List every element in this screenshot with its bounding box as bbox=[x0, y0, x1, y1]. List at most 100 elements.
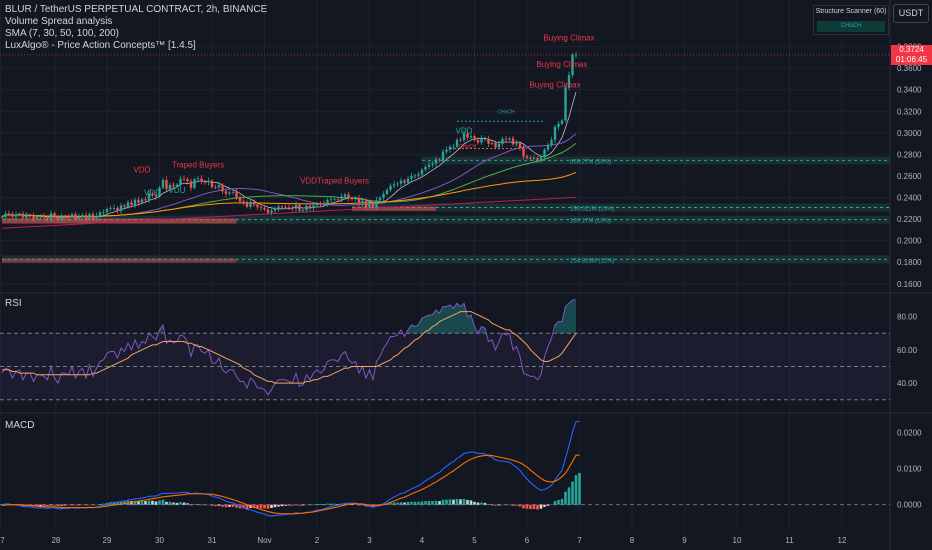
price-axis: 0.38000.36000.34000.32000.30000.28000.26… bbox=[897, 43, 922, 510]
rsi-tick-label: 80.00 bbox=[897, 313, 918, 322]
candle-body bbox=[63, 216, 67, 218]
macd-histogram-bar bbox=[571, 481, 574, 505]
macd-histogram-bar bbox=[217, 504, 221, 506]
macd-histogram-bar bbox=[403, 502, 406, 505]
macd-histogram-bar bbox=[431, 501, 434, 505]
time-tick-label: 8 bbox=[630, 536, 635, 545]
macd-histogram-bar bbox=[539, 504, 543, 509]
candle-body bbox=[343, 194, 347, 197]
macd-histogram-bar bbox=[350, 504, 354, 505]
structure-scanner-title: Structure Scanner (60) bbox=[815, 8, 887, 15]
macd-histogram-bar bbox=[410, 501, 413, 505]
candle-body bbox=[123, 205, 126, 207]
candle-body bbox=[88, 214, 91, 220]
candle-body bbox=[284, 206, 287, 208]
macd-histogram-bar bbox=[235, 504, 238, 508]
macd-histogram-bar bbox=[137, 501, 140, 505]
candle-body bbox=[109, 208, 112, 209]
candle-body bbox=[252, 202, 256, 205]
macd-histogram-bar bbox=[354, 504, 357, 505]
price-tick-label: 0.1800 bbox=[897, 258, 922, 267]
candle-body bbox=[525, 156, 529, 158]
candle-body bbox=[287, 207, 291, 209]
candle-body bbox=[84, 215, 88, 220]
candle-body bbox=[550, 140, 553, 146]
signal-label: VDDTraped Buyers bbox=[300, 177, 369, 186]
macd-histogram-bar bbox=[294, 504, 298, 506]
macd-histogram-bar bbox=[298, 504, 301, 506]
indicator-luxalgo[interactable]: LuxAlgo® - Price Action Concepts™ [1.4.5… bbox=[5, 40, 196, 51]
macd-histogram-bar bbox=[266, 504, 270, 509]
macd-histogram-bar bbox=[480, 502, 483, 505]
candle-body bbox=[431, 163, 434, 165]
currency-button[interactable]: USDT bbox=[893, 4, 929, 23]
macd-histogram-bar bbox=[473, 501, 476, 505]
macd-histogram-bar bbox=[102, 503, 105, 505]
macd-histogram-bar bbox=[56, 504, 60, 507]
candle-body bbox=[476, 139, 480, 143]
candle-body bbox=[469, 136, 473, 138]
candle-body bbox=[340, 196, 343, 200]
macd-histogram-bar bbox=[522, 504, 525, 509]
symbol-title[interactable]: BLUR / TetherUS PERPETUAL CONTRACT, 2h, … bbox=[5, 4, 268, 15]
macd-histogram-bar bbox=[144, 501, 147, 505]
candle-body bbox=[46, 217, 49, 219]
candle-body bbox=[238, 197, 242, 202]
candle-body bbox=[151, 193, 154, 195]
macd-histogram-bar bbox=[287, 504, 291, 506]
candle-body bbox=[546, 145, 550, 150]
candle-body bbox=[168, 184, 172, 190]
candle-body bbox=[396, 183, 399, 185]
macd-histogram-bar bbox=[60, 504, 63, 506]
candle-body bbox=[130, 202, 133, 205]
macd-histogram-bar bbox=[245, 504, 249, 510]
candle-body bbox=[67, 216, 70, 218]
time-tick-label: 7 bbox=[577, 536, 582, 545]
macd-histogram-bar bbox=[193, 503, 196, 505]
macd-histogram-bar bbox=[280, 504, 284, 507]
price-tick-label: 0.2400 bbox=[897, 194, 922, 203]
candle-body bbox=[193, 179, 196, 188]
macd-histogram-bar bbox=[98, 503, 102, 505]
time-tick-label: 12 bbox=[838, 536, 847, 545]
candle-body bbox=[189, 181, 193, 188]
candle-body bbox=[147, 193, 151, 201]
candle-body bbox=[60, 216, 63, 220]
macd-histogram-bar bbox=[112, 501, 116, 505]
countdown: 01:06:45 bbox=[895, 55, 928, 64]
candle-body bbox=[154, 194, 158, 197]
macd-label: MACD bbox=[5, 420, 35, 431]
macd-histogram-bar bbox=[200, 504, 203, 506]
candle-body bbox=[35, 216, 39, 219]
signal-label: Buying Climax bbox=[529, 81, 580, 90]
macd-histogram-bar bbox=[291, 504, 294, 506]
macd-tick-label: 0.0100 bbox=[897, 465, 922, 474]
macd-histogram-bar bbox=[231, 504, 235, 507]
macd-histogram-bar bbox=[140, 500, 144, 505]
last-price-value: 0.3724 bbox=[899, 45, 924, 54]
macd-histogram-bar bbox=[333, 503, 336, 505]
price-candles bbox=[0, 51, 578, 229]
volume-zone-label: 130.17M (10%) bbox=[570, 219, 611, 225]
candle-body bbox=[277, 206, 280, 209]
candle-body bbox=[427, 164, 431, 168]
candle-body bbox=[424, 167, 427, 170]
macd-histogram-bar bbox=[434, 500, 438, 505]
candle-body bbox=[263, 207, 266, 210]
indicator-vsa[interactable]: Volume Spread analysis bbox=[5, 16, 113, 27]
price-tick-label: 0.3200 bbox=[897, 107, 922, 116]
candle-body bbox=[511, 138, 515, 145]
candle-body bbox=[77, 216, 81, 219]
candle-body bbox=[357, 198, 361, 204]
macd-histogram-bar bbox=[392, 502, 396, 505]
macd-histogram-bar bbox=[511, 504, 515, 506]
macd-tick-label: 0.0200 bbox=[897, 428, 922, 437]
indicator-sma[interactable]: SMA (7, 30, 50, 100, 200) bbox=[5, 28, 119, 39]
macd-histogram-bar bbox=[518, 504, 522, 507]
candle-body bbox=[245, 202, 249, 207]
supply-zone bbox=[2, 218, 237, 224]
macd-signal-line bbox=[1, 454, 580, 515]
macd-histogram-bar bbox=[469, 500, 473, 505]
structure-scanner[interactable]: Structure Scanner (60) CHoCH bbox=[813, 5, 889, 35]
